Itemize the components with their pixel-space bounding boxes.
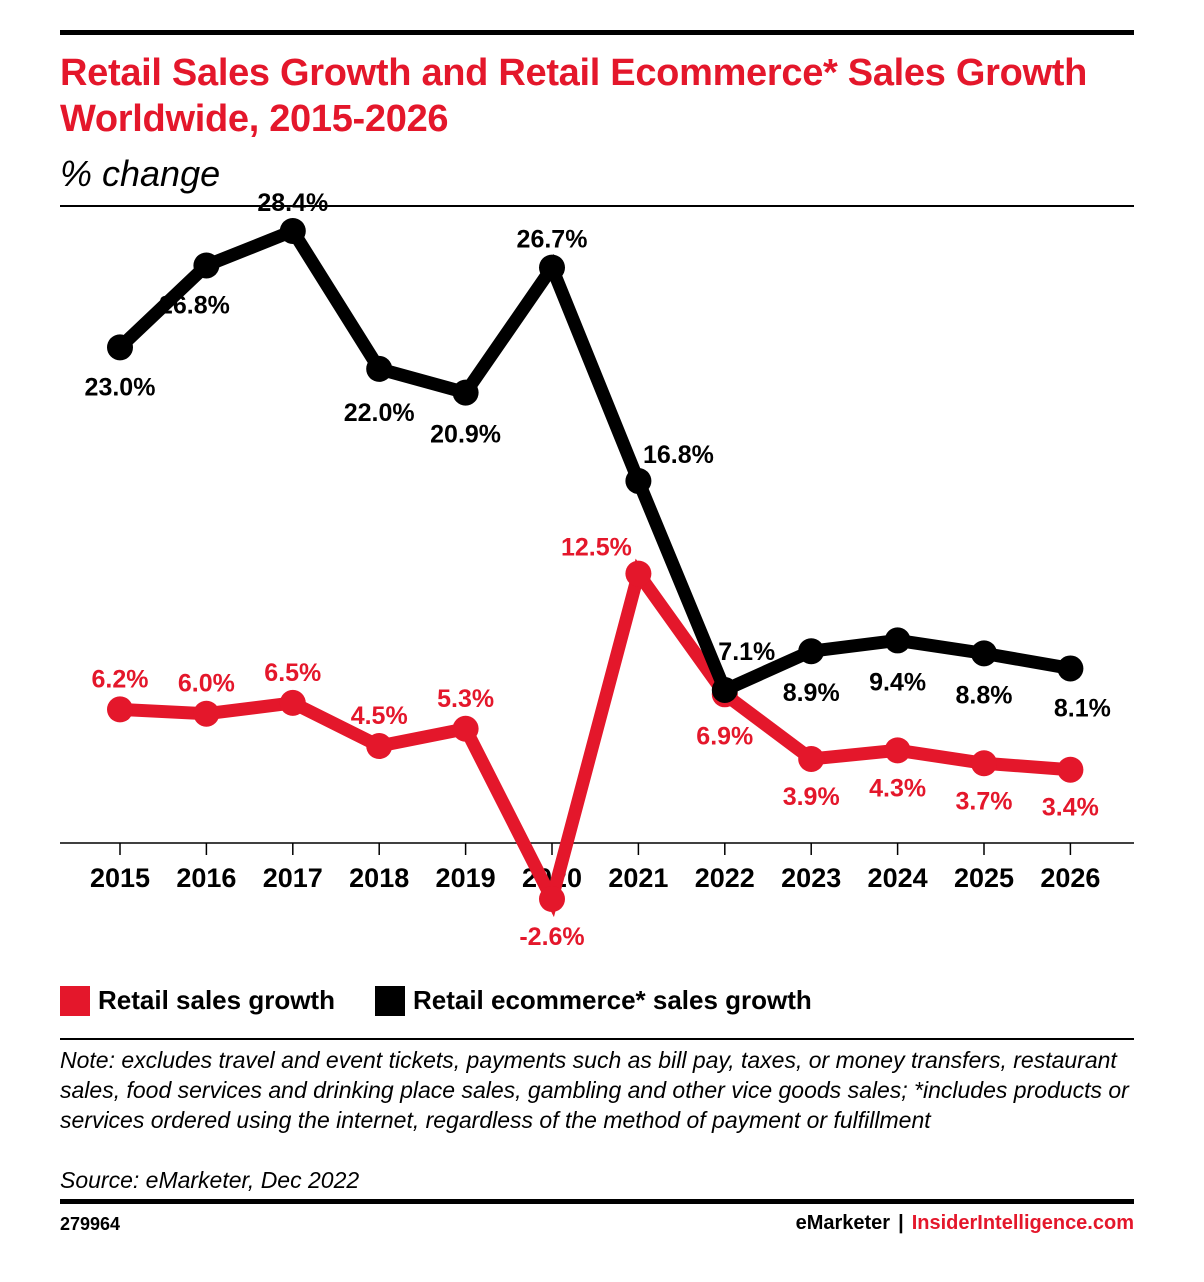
chart-subtitle: % change <box>60 153 221 194</box>
ecommerce-data-label: 9.4% <box>869 668 926 696</box>
ecommerce-point <box>884 627 911 654</box>
ecommerce-point <box>366 355 393 382</box>
retail-data-label: -2.6% <box>519 923 584 951</box>
x-tick-label: 2024 <box>868 863 928 893</box>
ecommerce-point <box>279 217 306 244</box>
retail-data-label: 3.9% <box>783 783 840 811</box>
ecommerce-data-label: 26.8% <box>159 291 230 319</box>
retail-point <box>884 737 911 764</box>
note-rule <box>60 1038 1134 1040</box>
retail-data-label: 6.2% <box>92 665 149 693</box>
ecommerce-point <box>452 379 479 406</box>
ecommerce-point <box>625 467 652 494</box>
retail-point <box>625 560 652 587</box>
ecommerce-data-label: 7.1% <box>718 638 775 666</box>
ecommerce-data-label: 8.8% <box>956 681 1013 709</box>
legend-item-retail: Retail sales growth <box>60 985 335 1016</box>
top-rule <box>60 30 1134 35</box>
legend: Retail sales growth Retail ecommerce* sa… <box>60 985 852 1016</box>
brand-emarketer: eMarketer <box>795 1212 891 1234</box>
ecommerce-data-label: 28.4% <box>257 189 328 217</box>
retail-point <box>971 750 997 777</box>
x-tick-label: 2026 <box>1040 863 1100 893</box>
brand-insider-intelligence: InsiderIntelligence.com <box>911 1212 1134 1234</box>
x-tick-label: 2017 <box>263 863 323 893</box>
ecommerce-data-label: 8.1% <box>1054 694 1111 722</box>
ecommerce-data-label: 23.0% <box>85 373 156 401</box>
retail-point <box>452 715 479 742</box>
data-labels: 6.2% 6.0% 6.5% 4.5% 5.3% -2.6% 12.5% 6.9% 3.9% 4.… <box>85 189 1111 951</box>
retail-series-line <box>119 558 1071 918</box>
chart-title: Retail Sales Growth and Retail Ecommerce… <box>60 52 1088 140</box>
header-rule <box>60 205 1134 207</box>
chart-id: 279964 <box>60 1214 121 1234</box>
ecommerce-point <box>107 334 133 361</box>
ecommerce-data-label: 20.9% <box>430 421 501 449</box>
legend-swatch-retail <box>60 985 90 1016</box>
series-layer <box>107 217 1084 918</box>
retail-data-label: 3.7% <box>956 787 1013 815</box>
line-chart: 2015 2016 2017 2018 2019 2020 2021 2022 2023 2024… <box>60 189 1134 951</box>
ecommerce-data-label: 8.9% <box>783 679 840 707</box>
ecommerce-point <box>539 254 565 281</box>
retail-point <box>279 689 306 716</box>
legend-item-ecommerce: Retail ecommerce* sales growth <box>374 985 812 1016</box>
ecommerce-point <box>971 640 997 667</box>
legend-label-ecommerce: Retail ecommerce* sales growth <box>412 985 812 1015</box>
ecommerce-data-label: 22.0% <box>344 399 415 427</box>
source-note: Source: eMarketer, Dec 2022 <box>60 1167 360 1193</box>
retail-point <box>107 696 133 723</box>
legend-label-retail: Retail sales growth <box>98 985 335 1015</box>
x-tick-label: 2015 <box>90 863 150 893</box>
legend-swatch-ecommerce <box>374 985 405 1016</box>
brand-separator: | <box>898 1212 904 1234</box>
bottom-rule <box>60 1199 1134 1204</box>
x-tick-label: 2016 <box>176 863 236 893</box>
x-tick-label: 2025 <box>954 863 1014 893</box>
retail-data-label: 3.4% <box>1042 794 1099 822</box>
x-tick-label: 2019 <box>436 863 496 893</box>
ecommerce-data-label: 16.8% <box>643 441 714 469</box>
retail-data-label: 6.0% <box>178 670 235 698</box>
retail-data-label: 6.9% <box>696 722 753 750</box>
ecommerce-point <box>711 676 738 703</box>
retail-point <box>798 745 825 772</box>
retail-data-label: 4.5% <box>351 702 408 730</box>
ecommerce-point <box>193 252 220 279</box>
ecommerce-data-label: 26.7% <box>517 226 588 254</box>
x-tick-label: 2021 <box>608 863 668 893</box>
ecommerce-series-line <box>115 222 1072 699</box>
retail-data-label: 4.3% <box>869 774 926 802</box>
x-tick-label: 2022 <box>695 863 755 893</box>
x-tick-label: 2018 <box>349 863 409 893</box>
retail-data-label: 12.5% <box>561 534 632 562</box>
retail-point <box>539 886 565 913</box>
x-tick-label: 2023 <box>781 863 841 893</box>
retail-point <box>366 733 393 760</box>
ecommerce-point <box>1057 655 1084 682</box>
retail-point <box>193 700 220 727</box>
x-axis: 2015 2016 2017 2018 2019 2020 2021 2022 2023 2024… <box>60 842 1134 893</box>
retail-data-label: 5.3% <box>437 685 494 713</box>
footnote: Note: excludes travel and event tickets,… <box>60 1047 1129 1133</box>
retail-data-label: 6.5% <box>264 659 321 687</box>
retail-point <box>1057 756 1084 783</box>
ecommerce-point <box>798 638 825 665</box>
footer-brand: eMarketer | InsiderIntelligence.com <box>796 1212 1134 1235</box>
